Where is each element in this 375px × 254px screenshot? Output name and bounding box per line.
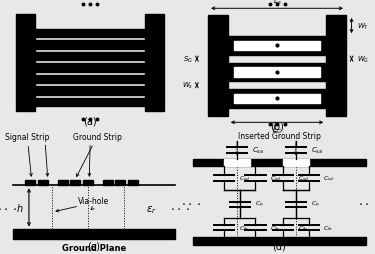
Bar	[35, 98, 145, 107]
Text: (c): (c)	[87, 240, 100, 250]
Text: (b): (b)	[271, 121, 284, 131]
Text: (d): (d)	[273, 240, 286, 250]
Text: Inserted Ground Strip: Inserted Ground Strip	[238, 132, 321, 141]
Text: $C_{sa}$: $C_{sa}$	[252, 146, 264, 156]
Bar	[35, 53, 145, 61]
Text: $L_G$: $L_G$	[272, 123, 282, 136]
Text: Ground Plane: Ground Plane	[62, 243, 126, 252]
Bar	[234, 42, 320, 51]
Bar	[35, 87, 145, 95]
Bar	[13, 230, 175, 239]
Bar	[193, 237, 366, 245]
Bar	[234, 68, 320, 77]
Bar	[116, 180, 125, 186]
Bar	[35, 75, 145, 84]
Bar	[38, 180, 48, 186]
Text: $C_{sa}$: $C_{sa}$	[310, 146, 323, 156]
Text: $C_{sd}$: $C_{sd}$	[270, 174, 282, 183]
Bar	[224, 160, 250, 166]
Bar	[193, 160, 366, 166]
Text: $S_G$: $S_G$	[183, 54, 193, 65]
Text: Ground Strip: Ground Strip	[73, 132, 122, 177]
Text: $h$: $h$	[16, 202, 24, 214]
Text: $C_{fe}$: $C_{fe}$	[298, 223, 308, 232]
Bar	[83, 180, 93, 186]
Text: $C_{fe}$: $C_{fe}$	[270, 223, 280, 232]
Text: $C_p$: $C_p$	[255, 199, 264, 210]
Bar	[234, 94, 320, 104]
Text: $\varepsilon_r$: $\varepsilon_r$	[146, 204, 157, 216]
Bar	[283, 160, 309, 166]
Text: $\cdot\cdot\cdot$: $\cdot\cdot\cdot$	[0, 201, 17, 214]
Bar	[35, 64, 145, 72]
Text: $C_{sd}$: $C_{sd}$	[324, 174, 335, 183]
Text: $C_{fe}$: $C_{fe}$	[239, 223, 249, 232]
Bar	[16, 15, 35, 112]
Bar	[228, 37, 326, 55]
Text: $C_{sd}$: $C_{sd}$	[239, 174, 250, 183]
Text: $\cdot\cdot\cdot$: $\cdot\cdot\cdot$	[170, 201, 190, 214]
Text: (a): (a)	[83, 116, 97, 126]
Text: $C_{sd}$: $C_{sd}$	[298, 174, 309, 183]
Bar	[70, 180, 80, 186]
Bar	[208, 16, 228, 116]
Bar	[228, 64, 326, 82]
Text: $W_T$: $W_T$	[357, 21, 369, 31]
Text: $C_{fe}$: $C_{fe}$	[324, 223, 334, 232]
Bar	[35, 41, 145, 50]
Bar	[326, 16, 346, 116]
Text: $L_s$: $L_s$	[273, 0, 282, 7]
Bar	[103, 180, 112, 186]
Bar	[228, 90, 326, 108]
Text: $C_p$: $C_p$	[310, 199, 320, 210]
Text: $W_G$: $W_G$	[357, 54, 370, 65]
Text: $\cdot\cdot\cdot$: $\cdot\cdot\cdot$	[358, 196, 375, 209]
Bar	[26, 180, 35, 186]
Text: $W_s$: $W_s$	[182, 81, 193, 91]
Bar	[145, 15, 164, 112]
Text: Via-hole: Via-hole	[78, 196, 110, 205]
Bar	[128, 180, 138, 186]
Text: $\cdot\cdot\cdot$: $\cdot\cdot\cdot$	[181, 196, 201, 209]
Bar	[35, 30, 145, 38]
Bar	[58, 180, 68, 186]
Text: Signal Strip: Signal Strip	[5, 132, 50, 177]
